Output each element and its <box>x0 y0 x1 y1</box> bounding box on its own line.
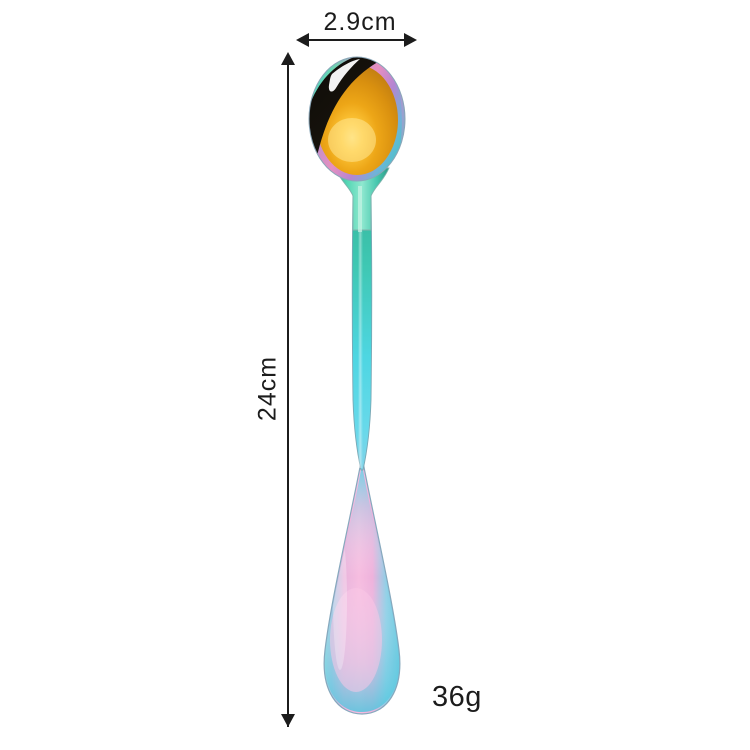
length-dimension-label: 24cm <box>253 355 282 422</box>
width-dimension-line <box>300 39 410 41</box>
length-dimension-line <box>287 57 289 727</box>
spoon-neck <box>334 167 390 232</box>
width-arrow-left-icon <box>296 33 309 47</box>
spoon-handle-end <box>323 461 401 715</box>
length-arrow-down-icon <box>281 714 295 727</box>
length-arrow-up-icon <box>281 52 295 65</box>
spoon-bowl <box>308 56 406 182</box>
width-arrow-right-icon <box>404 33 417 47</box>
spoon-shaft <box>351 189 373 471</box>
weight-label: 36g <box>432 681 482 713</box>
width-dimension-label: 2.9cm <box>323 8 397 36</box>
